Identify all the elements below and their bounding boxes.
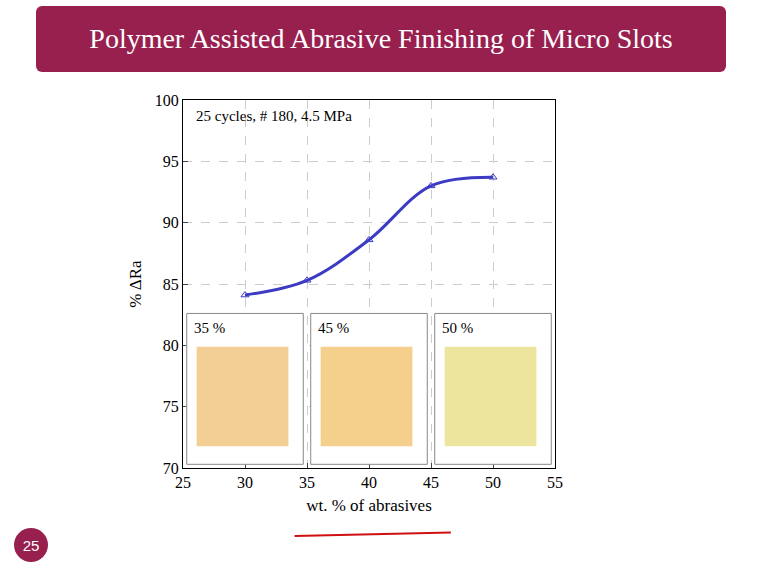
svg-text:wt. % of abrasives: wt. % of abrasives: [306, 496, 432, 515]
svg-text:40: 40: [361, 474, 377, 491]
svg-text:90: 90: [163, 214, 179, 231]
svg-text:45: 45: [423, 474, 439, 491]
svg-text:30: 30: [237, 474, 253, 491]
svg-text:85: 85: [163, 276, 179, 293]
svg-text:95: 95: [163, 153, 179, 170]
svg-text:75: 75: [163, 398, 179, 415]
html-text:25: 25: [22, 536, 40, 554]
html-text:Polymer Assisted Abrasive Fini: Polymer Assisted Abrasive Finishing of M…: [89, 23, 673, 54]
svg-text:55: 55: [547, 474, 563, 491]
svg-text:25: 25: [175, 474, 191, 491]
svg-text:35: 35: [299, 474, 315, 491]
svg-text:% ΔRa: % ΔRa: [126, 260, 145, 308]
svg-text:45 %: 45 %: [318, 320, 349, 336]
svg-text:35 %: 35 %: [194, 320, 225, 336]
svg-text:100: 100: [155, 92, 179, 109]
svg-text:80: 80: [163, 337, 179, 354]
svg-text:50 %: 50 %: [442, 320, 473, 336]
svg-text:70: 70: [163, 460, 179, 477]
svg-text:25 cycles, # 180, 4.5 MPa: 25 cycles, # 180, 4.5 MPa: [196, 108, 352, 124]
svg-text:50: 50: [485, 474, 501, 491]
